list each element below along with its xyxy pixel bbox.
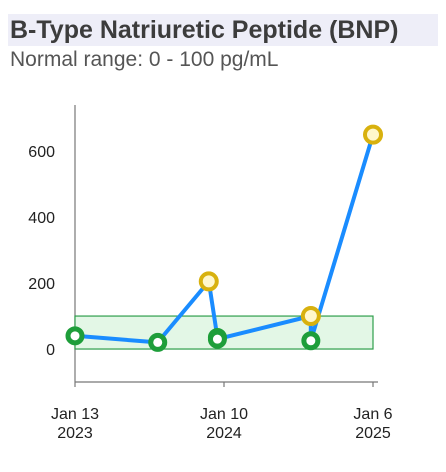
data-point-high bbox=[198, 271, 219, 292]
x-tick-label: Jan 10 bbox=[200, 406, 248, 423]
data-point-normal bbox=[301, 331, 321, 351]
x-tick-label: Jan 6 bbox=[353, 406, 392, 423]
series-line-layer bbox=[73, 132, 375, 345]
y-tick-label: 0 bbox=[46, 342, 55, 359]
series-line bbox=[73, 132, 375, 345]
data-point-high bbox=[363, 124, 383, 145]
x-tick-year-label: 2023 bbox=[57, 425, 93, 442]
chart-title: B-Type Natriuretic Peptide (BNP) bbox=[10, 16, 399, 44]
x-tick-year-label: 2024 bbox=[206, 425, 242, 442]
data-point-normal bbox=[65, 326, 85, 346]
y-tick-label: 600 bbox=[28, 144, 55, 161]
x-tick-label: Jan 13 bbox=[51, 406, 99, 423]
y-tick-label: 200 bbox=[28, 276, 55, 293]
data-point-high bbox=[300, 306, 321, 327]
data-point-normal bbox=[207, 329, 227, 349]
data-point-normal bbox=[148, 332, 168, 352]
tick-label-layer: 0 200 400 600 Jan 13 2023 Jan 10 2024 Jan 6 2025 bbox=[28, 144, 392, 442]
x-tick-year-label: 2025 bbox=[355, 425, 391, 442]
normal-range-subtitle: Normal range: 0 - 100 pg/mL bbox=[10, 48, 279, 71]
data-point-layer bbox=[65, 124, 383, 352]
y-tick-label: 400 bbox=[28, 210, 55, 227]
title-highlight bbox=[8, 14, 438, 46]
